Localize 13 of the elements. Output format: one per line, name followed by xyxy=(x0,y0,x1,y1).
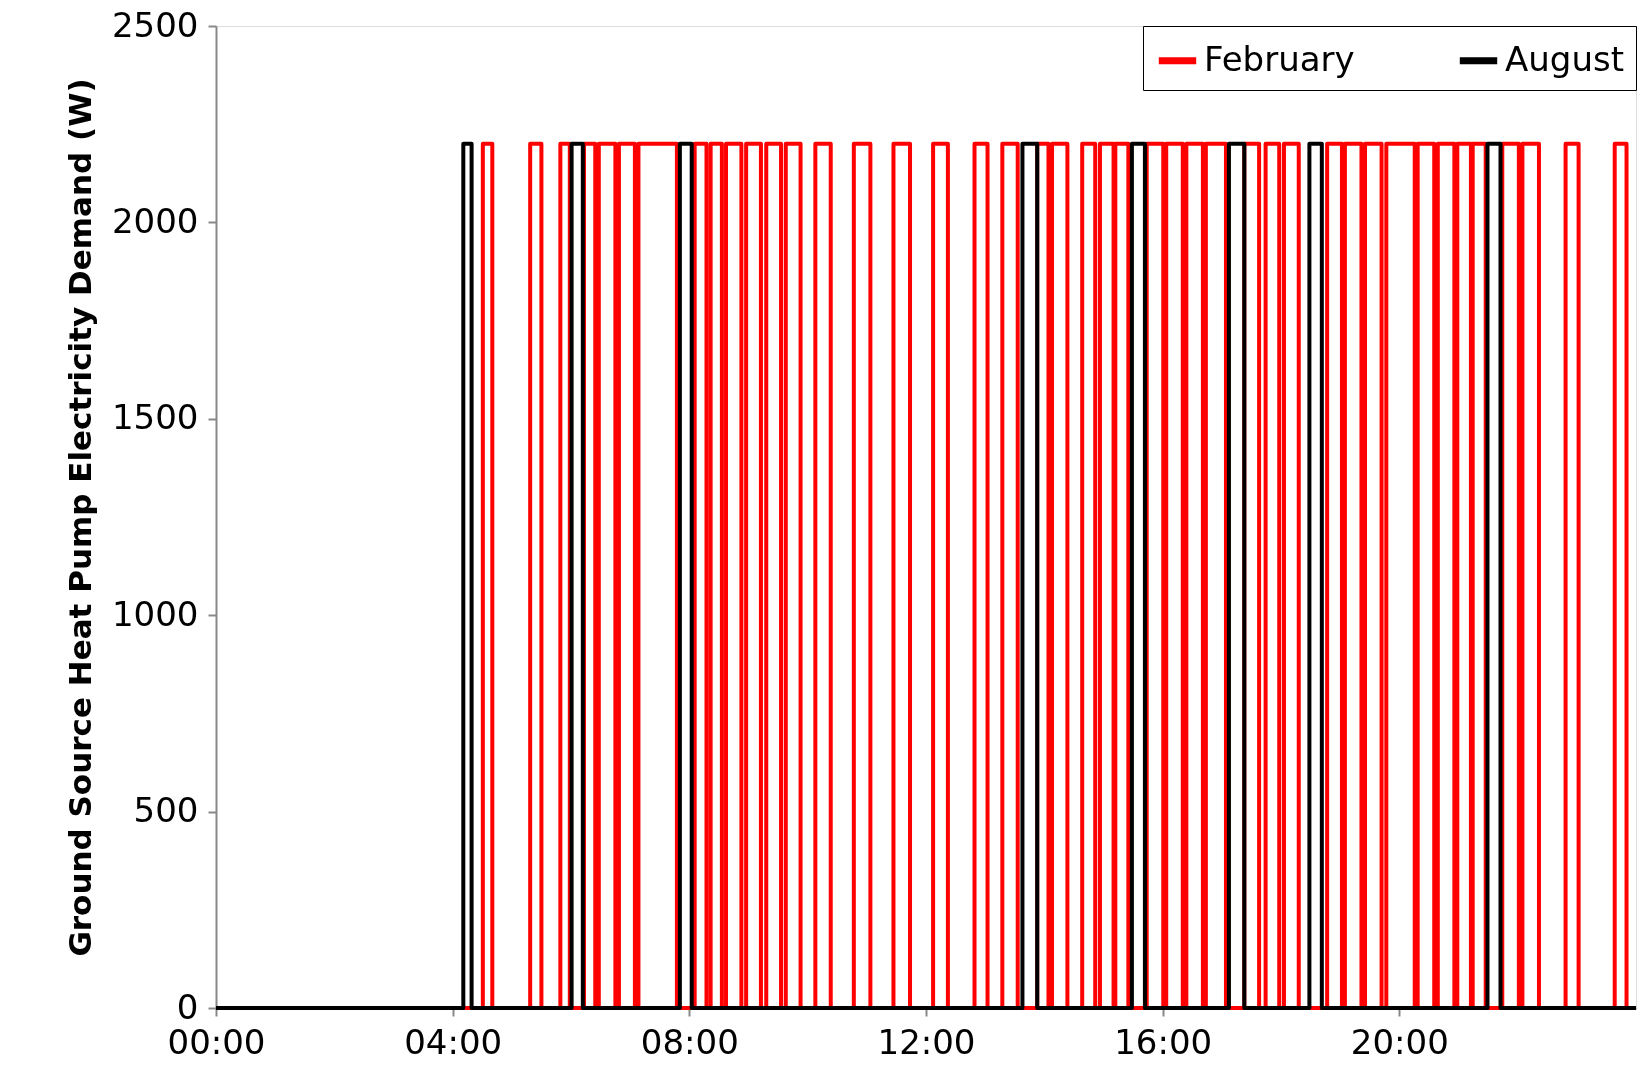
x-tick-label: 08:00 xyxy=(640,1021,739,1062)
y-tick-label: 1000 xyxy=(111,593,199,634)
y-tick-label: 2500 xyxy=(111,4,199,45)
y-tick-label: 500 xyxy=(133,790,199,831)
x-tick-label: 12:00 xyxy=(877,1021,976,1062)
x-tick-label: 20:00 xyxy=(1350,1021,1449,1062)
legend-label: August xyxy=(1505,38,1624,79)
y-axis-title: Ground Source Heat Pump Electricity Demand (W) xyxy=(61,78,98,957)
y-tick-label: 2000 xyxy=(111,200,199,241)
x-tick-label: 16:00 xyxy=(1114,1021,1213,1062)
x-tick-label: 04:00 xyxy=(404,1021,503,1062)
legend-label: February xyxy=(1204,38,1355,79)
y-tick-label: 1500 xyxy=(111,397,199,438)
